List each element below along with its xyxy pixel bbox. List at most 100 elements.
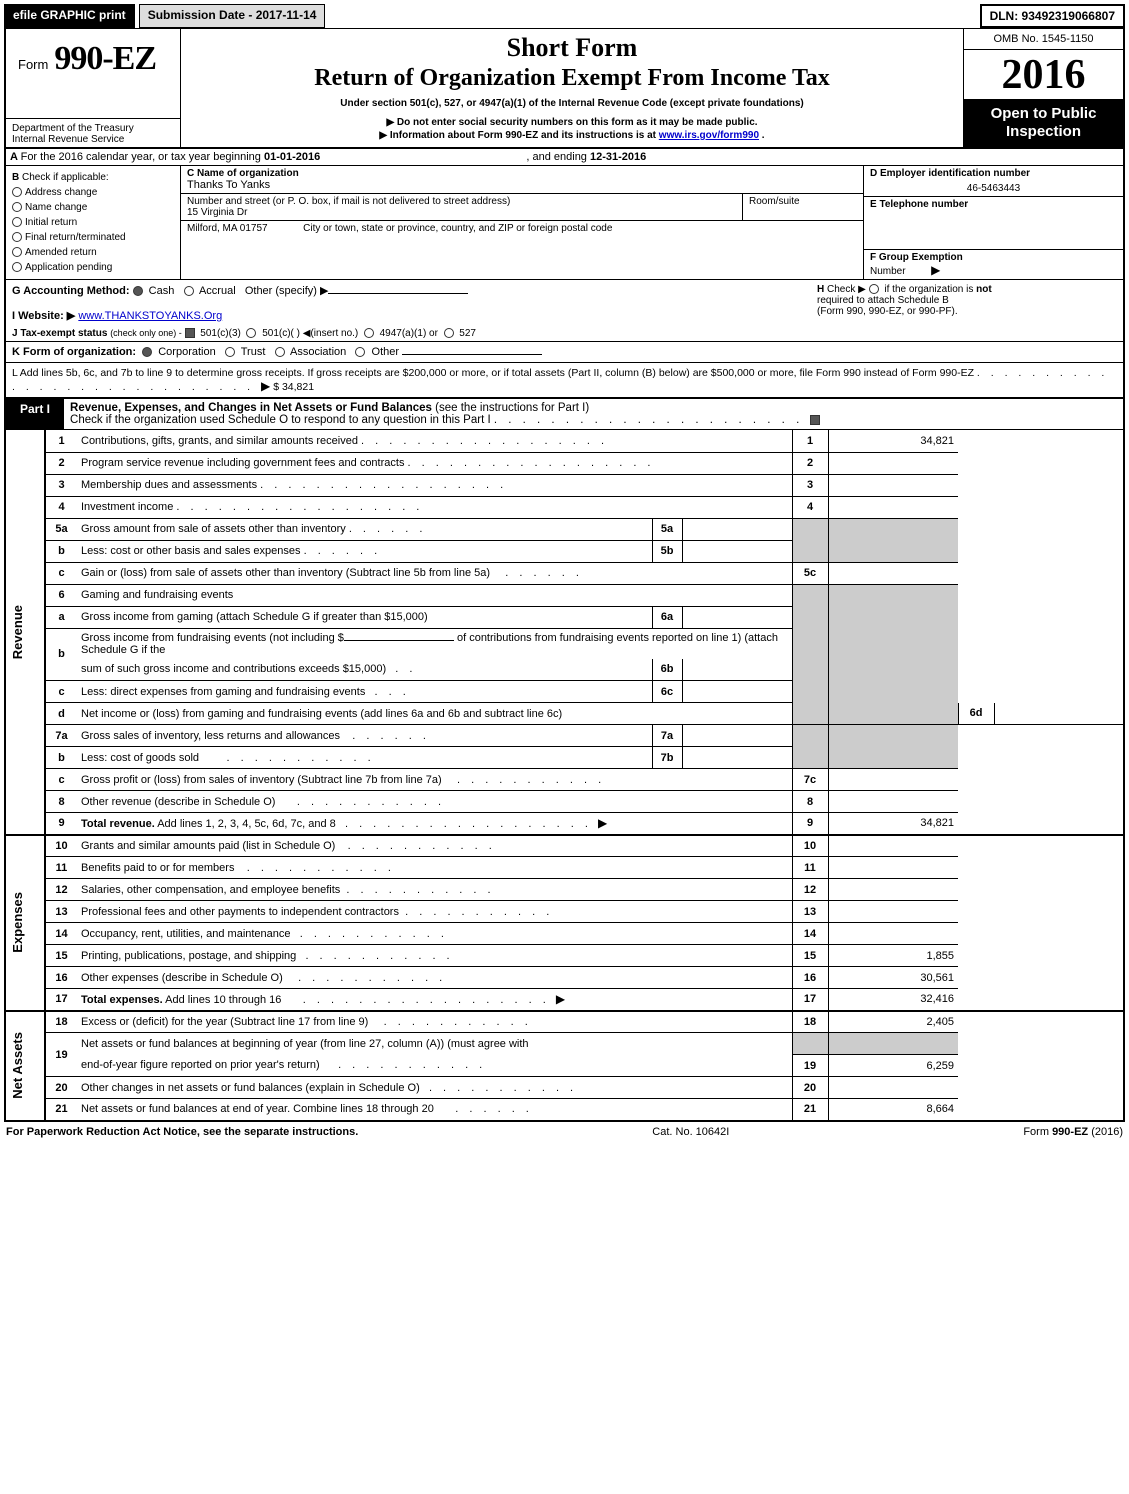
check-H[interactable] [869,284,879,294]
K-opt-3: Other [372,346,400,358]
form-prefix: Form [12,29,54,76]
table-row: 3 Membership dues and assessments . . . … [5,474,1124,496]
desc-1: Contributions, gifts, grants, and simila… [81,435,358,447]
dots-icon: . . . . . . [505,567,583,579]
ln-20: 20 [45,1077,77,1099]
section-B-row: B Check if applicable: Address change Na… [4,166,1125,279]
website-link[interactable]: www.THANKSTOYANKS.Org [78,310,222,322]
J-a: 501(c)(3) [200,328,241,339]
dots-icon: . . . . . . [349,523,427,535]
D-label: D Employer identification number [870,168,1117,179]
grey-5 [792,518,828,562]
desc-17b: Add lines 10 through 16 [163,994,282,1006]
desc-14: Occupancy, rent, utilities, and maintena… [81,928,291,940]
inum-5a: 5a [652,518,682,540]
J-d: 527 [459,328,476,339]
ln-1: 1 [45,430,77,452]
return-title: Return of Organization Exempt From Incom… [189,65,955,92]
table-row: Expenses 10 Grants and similar amounts p… [5,835,1124,857]
desc-3: Membership dues and assessments [81,479,257,491]
L-amount: $ 34,821 [273,381,314,393]
arrow2-prefix: ▶ Information about Form 990-EZ and its … [379,130,658,141]
val-12 [828,879,958,901]
table-row: 21 Net assets or fund balances at end of… [5,1099,1124,1121]
dots-icon: . . . . . . . . . . . [305,950,453,962]
desc-15: Printing, publications, postage, and shi… [81,950,296,962]
check-final-return[interactable] [12,232,22,242]
check-part1-scho[interactable] [810,415,820,425]
dots-icon: . . . . . . . . . . . . . . . . . . [345,818,592,830]
check-other[interactable] [355,347,365,357]
check-address-change[interactable] [12,187,22,197]
table-row: 20 Other changes in net assets or fund b… [5,1077,1124,1099]
C-street-label: Number and street (or P. O. box, if mail… [187,196,736,207]
C-room-label: Room/suite [743,194,863,220]
submission-date-box: Submission Date - 2017-11-14 [139,4,326,28]
efile-print-button[interactable]: efile GRAPHIC print [4,4,135,28]
section-J: J Tax-exempt status (check only one) - 5… [4,326,1125,342]
K-opt-2: Association [290,346,346,358]
check-501c[interactable] [246,328,256,338]
desc-6b-a: Gross income from fundraising events (no… [81,632,344,644]
ln-6a: a [45,606,77,628]
check-accrual[interactable] [184,286,194,296]
table-row: 6 Gaming and fundraising events [5,584,1124,606]
ln-13: 13 [45,901,77,923]
val-5c [828,562,958,584]
K-opt-1: Trust [241,346,266,358]
part1-header: Part I Revenue, Expenses, and Changes in… [4,399,1125,430]
J-c: 4947(a)(1) or [380,328,438,339]
check-application-pending[interactable] [12,262,22,272]
num-9: 9 [792,813,828,835]
table-row: 19 Net assets or fund balances at beginn… [5,1033,1124,1055]
under-section: Under section 501(c), 527, or 4947(a)(1)… [189,98,955,109]
B-opt-2: Initial return [25,217,77,228]
num-21: 21 [792,1099,828,1121]
inum-5b: 5b [652,540,682,562]
check-4947[interactable] [364,328,374,338]
J-sub: (check only one) - [110,328,182,338]
grey-6v [828,584,958,725]
A-mid: , and ending [526,151,590,163]
dots-icon: . . . . . . . . . . . [300,928,448,940]
val-11 [828,857,958,879]
ival-6c [682,681,792,703]
grey-7 [792,725,828,769]
check-initial-return[interactable] [12,217,22,227]
open-to-public: Open to Public Inspection [964,99,1123,147]
num-2: 2 [792,452,828,474]
val-9: 34,821 [828,813,958,835]
val-18: 2,405 [828,1011,958,1033]
table-row: 7a Gross sales of inventory, less return… [5,725,1124,747]
num-13: 13 [792,901,828,923]
ln-6d: d [45,703,77,725]
irs-link[interactable]: www.irs.gov/form990 [659,130,759,141]
val-21: 8,664 [828,1099,958,1121]
check-501c3[interactable] [185,328,195,338]
ln-2: 2 [45,452,77,474]
check-527[interactable] [444,328,454,338]
num-8: 8 [792,791,828,813]
check-trust[interactable] [225,347,235,357]
check-corp[interactable] [142,347,152,357]
short-form-title: Short Form [189,33,955,63]
check-name-change[interactable] [12,202,22,212]
dots-icon: . . . . . . . . . . . . . . . . . . [176,501,423,513]
check-assoc[interactable] [275,347,285,357]
desc-7c: Gross profit or (loss) from sales of inv… [81,774,442,786]
check-cash[interactable] [133,286,143,296]
footer-cat: Cat. No. 10642I [652,1126,729,1138]
table-row: 4 Investment income . . . . . . . . . . … [5,496,1124,518]
ln-6b: b [45,628,77,681]
desc-9a: Total revenue. [81,818,155,830]
dots-icon: . . . . . . [304,545,382,557]
B-opt-0: Address change [25,187,97,198]
grey-7v [828,725,958,769]
desc-6a: Gross income from gaming (attach Schedul… [81,611,428,623]
table-row: 17 Total expenses. Add lines 10 through … [5,989,1124,1011]
val-7c [828,769,958,791]
check-amended-return[interactable] [12,247,22,257]
val-1: 34,821 [828,430,958,452]
arrow-line-1: ▶ Do not enter social security numbers o… [189,117,955,128]
dots-icon: . . . . . . . . . . . [348,840,496,852]
